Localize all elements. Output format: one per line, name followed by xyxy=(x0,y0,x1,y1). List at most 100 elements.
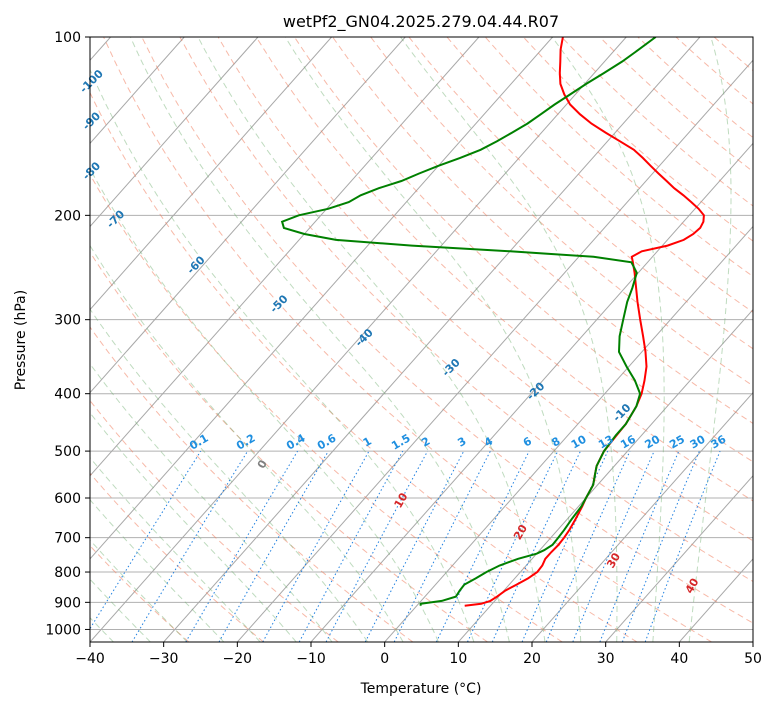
x-tick-label: 30 xyxy=(597,651,615,667)
dry-adiabat-line xyxy=(599,37,753,173)
mixing-ratio-line xyxy=(218,450,329,642)
dry-adiabat-line xyxy=(90,544,190,642)
mixing-ratio-line xyxy=(491,450,581,642)
dry-adiabat-line xyxy=(103,37,712,642)
dry-adiabat-line xyxy=(90,326,414,642)
dewpoint-line xyxy=(280,37,657,606)
dry-adiabat-line xyxy=(332,37,753,425)
x-tick-label: −30 xyxy=(149,651,179,667)
dry-adiabat-line xyxy=(522,37,753,242)
dry-adiabat-line xyxy=(90,173,563,642)
x-tick-label: −20 xyxy=(223,651,253,667)
isotherm-line xyxy=(236,59,753,642)
dry-adiabat-line xyxy=(255,37,753,502)
mixing-ratio-label: 1.5 xyxy=(389,432,412,453)
x-tick-label: −40 xyxy=(75,651,105,667)
line-labels: -100-90-80-70-60-50-40-30-20-100.1 0.2 0.4… xyxy=(77,67,728,596)
isotherm-line xyxy=(90,37,185,145)
dry-adiabat-label: -60 xyxy=(184,253,207,276)
x-tick-label: 20 xyxy=(523,651,541,667)
isotherm-line xyxy=(457,308,753,642)
moist-adiabat-label: 40 xyxy=(683,576,702,596)
x-axis-label: Temperature (°C) xyxy=(360,681,482,697)
mixing-ratio-label: 3 xyxy=(455,435,468,450)
isotherm-line xyxy=(90,37,406,394)
moist-adiabat-line xyxy=(90,411,297,642)
x-tick-label: −10 xyxy=(296,651,326,667)
isotherm-line xyxy=(90,37,480,477)
y-tick-label: 200 xyxy=(54,208,81,224)
mixing-ratio-label: 10 xyxy=(569,432,589,451)
mixing-ratio-line xyxy=(185,450,299,642)
chart-title: wetPf2_GN04.2025.279.04.44.R07 xyxy=(283,12,559,32)
dry-adiabat-line xyxy=(675,37,753,105)
mixing-ratio-line xyxy=(572,450,655,642)
isotherm-line xyxy=(90,37,259,228)
mixing-ratio-label: 1 xyxy=(361,435,374,450)
mixing-ratio-label: 0.2 xyxy=(234,432,257,453)
isotherm-line xyxy=(90,37,553,560)
isotherm-line xyxy=(384,225,753,642)
mixing-ratio-line xyxy=(262,450,370,642)
y-axis-label: Pressure (hPa) xyxy=(13,290,29,390)
dry-adiabat-label: -10 xyxy=(610,401,633,424)
moist-adiabat-line xyxy=(129,37,510,642)
dry-adiabat-label: -50 xyxy=(267,292,290,315)
dry-adiabat-label: -20 xyxy=(524,379,547,402)
background-lines xyxy=(90,37,753,642)
mixing-ratio-label: 20 xyxy=(643,432,663,451)
moist-adiabat-line xyxy=(197,37,546,642)
y-tick-label: 700 xyxy=(54,531,81,547)
mixing-ratio-line xyxy=(545,450,631,642)
dry-adiabat-line xyxy=(293,37,753,463)
isotherm-line xyxy=(90,37,627,642)
y-tick-label: 400 xyxy=(54,387,81,403)
isotherm-line xyxy=(531,391,753,642)
mixing-ratio-line xyxy=(90,450,202,630)
isotherm-line xyxy=(752,641,753,642)
isotherm-line xyxy=(163,37,701,642)
series-lines xyxy=(280,37,705,607)
mixing-ratio-line xyxy=(644,450,721,642)
dry-adiabat-line xyxy=(370,37,753,387)
dry-adiabat-label: -100 xyxy=(77,67,106,96)
x-tick-label: 10 xyxy=(449,651,467,667)
x-axis-ticks: −40 −30 −20 −10 0 10 20 30 40 50 xyxy=(75,642,762,667)
y-tick-label: 600 xyxy=(54,491,81,507)
isotherm-line xyxy=(90,37,332,311)
dry-adiabat-line xyxy=(484,37,753,278)
y-tick-label: 500 xyxy=(54,444,81,460)
y-tick-label: 900 xyxy=(54,595,81,611)
mixing-ratio-line xyxy=(521,450,609,642)
mixing-ratio-line xyxy=(467,450,559,642)
dry-adiabat-line xyxy=(408,37,753,350)
moist-adiabat-line xyxy=(90,456,261,642)
moist-adiabat-line xyxy=(688,37,732,642)
moist-adiabat-line xyxy=(90,498,225,642)
y-tick-label: 1000 xyxy=(45,622,81,638)
plot-frame xyxy=(89,36,754,643)
mixing-ratio-line xyxy=(364,450,465,642)
mixing-ratio-label: 13 xyxy=(596,433,616,452)
dry-adiabat-line xyxy=(90,91,638,642)
y-tick-label: 100 xyxy=(54,30,81,46)
dry-adiabat-line xyxy=(90,251,488,642)
dry-adiabat-line xyxy=(561,37,753,207)
mixing-ratio-label: 30 xyxy=(688,432,708,451)
dry-adiabat-line xyxy=(179,37,753,583)
moist-adiabat-line xyxy=(551,37,665,642)
moist-adiabat-label: 20 xyxy=(511,522,530,542)
dry-adiabat-line xyxy=(217,37,753,542)
y-tick-label: 300 xyxy=(54,313,81,329)
moist-adiabat-line xyxy=(90,308,369,642)
temperature-line xyxy=(464,37,705,607)
x-tick-label: 0 xyxy=(380,651,389,667)
moist-adiabat-line xyxy=(284,37,582,642)
mixing-ratio-line xyxy=(393,450,491,642)
moist-adiabat-line xyxy=(90,363,333,642)
dry-adiabat-line xyxy=(141,37,753,624)
mixing-ratio-line xyxy=(298,450,404,642)
mixing-ratio-line xyxy=(435,450,530,642)
mixing-ratio-label: 8 xyxy=(549,435,562,450)
